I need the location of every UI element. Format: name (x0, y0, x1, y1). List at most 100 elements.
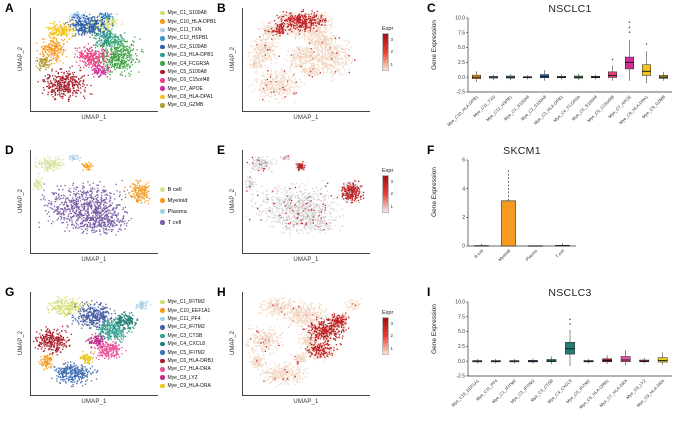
umap-canvas-a (31, 8, 159, 112)
legend-item: Myeloid (160, 195, 187, 206)
legend-swatch (160, 36, 165, 41)
legend-item: Mye_C9_HLA-DRA (160, 382, 214, 390)
legend-label: Mye_C9_GZMB (167, 102, 204, 109)
legend-item: Mye_C11_PF4 (160, 315, 214, 323)
legend-swatch (160, 350, 165, 355)
legend-item: T cell (160, 217, 187, 228)
legend-swatch (160, 367, 165, 372)
legend-label: Mye_C11_TXN (167, 26, 202, 33)
x-axis-label: UMAP_1 (81, 399, 107, 405)
x-axis-label: UMAP_1 (293, 115, 319, 121)
outlier-point (611, 58, 614, 61)
y-tick-label: -2.5 (456, 374, 465, 380)
colorbar-title: Expr (382, 168, 394, 174)
legend-item: Plasma (160, 206, 187, 217)
legend-label: Mye_C4_FCGR3A (167, 60, 210, 67)
colorbar-tick-label: 3 (390, 36, 394, 42)
legend-swatch (160, 78, 165, 83)
colorbar-title: Expr (382, 310, 394, 316)
boxplot-nsclc3: 10.07.55.02.50.0-2.5Mye_C10_EEF1A1Mye_C1… (450, 300, 672, 410)
legend-swatch (160, 308, 165, 313)
legend-label: Mye_C9_HLA-DRA (167, 383, 211, 390)
legend-label: T cell (167, 219, 182, 226)
x-axis-label: UMAP_1 (81, 257, 107, 263)
legend-label: Mye_C1_S100A8 (167, 10, 207, 17)
legend-swatch (160, 69, 165, 75)
legend-label: Mye_C4_CXCL8 (167, 341, 206, 348)
legend-item: Mye_C6_HLA-DRB1 (160, 357, 214, 365)
panel-h: H UMAP_1 UMAP_2 Expr 3 2 1 (212, 284, 422, 426)
legend-item: Mye_C8_HLA-DPA1 (160, 93, 216, 101)
y-tick-label: 0 (462, 244, 465, 250)
expression-colorbar: Expr 3 2 1 (382, 26, 393, 71)
legend-item: Mye_C10_EEF1A1 (160, 306, 214, 314)
x-axis-label: UMAP_1 (293, 399, 319, 405)
y-tick-label: 0.0 (458, 359, 465, 365)
colorbar-tick-label: 2 (390, 191, 394, 197)
box (608, 71, 617, 78)
y-tick-label: 4 (462, 186, 465, 192)
legend-item: Mye_C3_HLA-DPB1 (160, 51, 216, 59)
legend-swatch (160, 220, 165, 225)
y-tick-label: 2 (462, 215, 465, 221)
legend-swatch (160, 61, 165, 66)
box (565, 342, 575, 355)
legend-swatch (160, 375, 165, 380)
x-tick-label: B cell (473, 248, 484, 259)
umap-plot-a (30, 8, 159, 112)
colorbar-gradient (382, 317, 389, 355)
colorbar-tick-label: 2 (390, 49, 394, 55)
x-tick-label: T cell (554, 248, 565, 259)
gene-expression-axis-label: Gene Expression (431, 304, 438, 354)
y-axis-label: UMAP_2 (230, 47, 236, 72)
bar (474, 245, 489, 247)
y-tick-label: 10.0 (455, 300, 465, 306)
legend-item: Mye_C2_S100A8 (160, 43, 216, 51)
panel-label-i: I (427, 285, 431, 299)
panel-e: E UMAP_1 UMAP_2 Expr 3 2 1 (212, 142, 422, 284)
legend-swatch (160, 299, 165, 305)
legend-label: Mye_C2_S100A8 (167, 43, 207, 50)
umap-canvas-h (243, 292, 371, 396)
expression-colorbar: Expr 3 2 1 (382, 168, 393, 213)
y-tick-label: 10.0 (455, 16, 465, 22)
bar (501, 200, 516, 247)
outlier-point (569, 323, 571, 325)
bar (555, 244, 570, 247)
umap-canvas-g (31, 292, 159, 396)
y-axis-label: UMAP_2 (18, 189, 24, 214)
celltype-legend: B cell Myeloid Plasma T cell (160, 184, 187, 228)
legend-label: Mye_C3_CTSB (167, 332, 203, 339)
panel-f: F SKCM1 Gene Expression 6 4 2 0 B cell Myeloi… (422, 142, 683, 284)
y-tick-label: 7.5 (458, 30, 465, 36)
panel-a: A UMAP_1 UMAP_2 Mye_C1_S100A8 Mye_C10_HLA… (0, 0, 216, 142)
legend-swatch (160, 198, 165, 203)
colorbar-tick-label: 1 (390, 204, 394, 210)
panel-b: B UMAP_1 UMAP_2 Expr 3 2 1 (212, 0, 422, 142)
umap-plot-g (30, 292, 159, 396)
outlier-point (628, 26, 631, 29)
y-tick-label: 7.5 (458, 314, 465, 320)
legend-label: Mye_C2_IFITM2 (167, 324, 205, 331)
legend-swatch (160, 325, 165, 330)
umap-plot-d (30, 150, 159, 254)
colorbar-tick-label: 2 (390, 333, 394, 339)
legend-label: Mye_C10_EEF1A1 (167, 307, 211, 314)
umap-plot-e (242, 150, 371, 254)
y-tick-label: 0.0 (458, 75, 465, 81)
outlier-point (628, 31, 631, 34)
legend-swatch (160, 316, 165, 322)
x-tick-label: Mye_C3_HLA-DPB1 (533, 94, 565, 126)
legend-item: Mye_C5_S100A8 (160, 68, 216, 76)
legend-label: Mye_C6_HLA-DRB1 (167, 357, 214, 364)
panel-label-d: D (5, 143, 14, 157)
box (625, 56, 634, 70)
legend-swatch (160, 52, 165, 58)
y-axis-label: UMAP_2 (18, 47, 24, 72)
legend-item: Mye_C7_HLA-DRA (160, 365, 214, 373)
panel-label-g: G (5, 285, 15, 299)
panel-d: D UMAP_1 UMAP_2 B cell Myeloid Plasma T cel… (0, 142, 212, 284)
legend-swatch (160, 383, 165, 389)
y-axis-label: UMAP_2 (230, 331, 236, 356)
